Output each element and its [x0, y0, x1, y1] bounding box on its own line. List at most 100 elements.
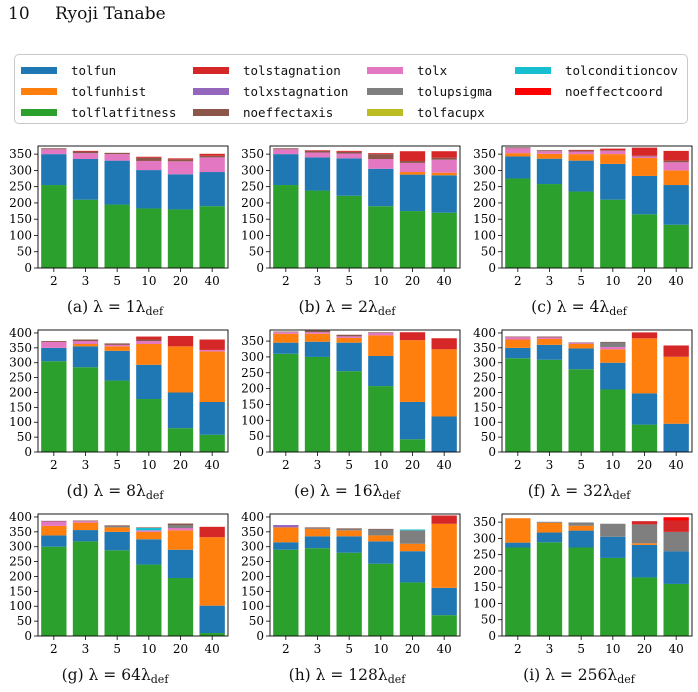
bar-segment-tolflatfitness	[600, 199, 626, 268]
bar-segment-tolflatfitness	[199, 206, 225, 268]
stacked-bar-chart: 2 3 5 10 20 40 0 50 100 150 200 250 300 350	[473, 513, 693, 656]
x-tick-label: 5	[577, 274, 585, 288]
bar-segment-tolfun	[631, 175, 658, 215]
bar-segment-noeffectaxis	[136, 339, 162, 342]
caption-text: (i) λ = 256λ	[523, 666, 618, 684]
bar-segment-tolstagnation	[431, 151, 457, 158]
y-tick-label: 0	[256, 629, 264, 643]
bar-segment-tolfun	[199, 172, 225, 207]
x-tick-label: 40	[437, 274, 452, 288]
bar-segment-tolfun	[600, 536, 626, 558]
bar-segment-tolflatfitness	[104, 380, 130, 452]
bar-segment-tolfun	[136, 364, 162, 400]
bar-segment-tolflatfitness	[104, 550, 130, 636]
bar-segment-tolstagnation	[72, 150, 99, 152]
bar-segment-tolfunhist	[505, 153, 531, 157]
x-tick-label: 3	[314, 274, 322, 288]
bar-segment-tolfun	[273, 342, 299, 354]
bar-segment-tolfunhist	[536, 338, 563, 345]
caption-subscript: def	[609, 305, 627, 318]
y-tick-label: 250	[473, 180, 496, 194]
bar-segment-noeffectaxis	[136, 527, 162, 528]
bar-segment-tolflatfitness	[336, 552, 362, 636]
bar-segment-tolconditioncov	[399, 529, 426, 531]
caption-text: (c) λ = 4λ	[531, 298, 610, 316]
caption-text: (d) λ = 8λ	[66, 482, 146, 500]
legend-swatch	[367, 108, 403, 116]
bar-segment-tolstagnation	[663, 345, 689, 357]
bar-segment-tolfun	[104, 350, 130, 381]
x-tick-label: 5	[345, 458, 353, 472]
bar-segment-tolfun	[431, 416, 457, 452]
bar-segment-tolflatfitness	[568, 369, 594, 452]
y-tick-label: 50	[249, 429, 264, 443]
y-tick-label: 150	[9, 584, 32, 598]
caption-text: (f) λ = 32λ	[527, 482, 613, 500]
bar-segment-tolflatfitness	[273, 353, 299, 452]
caption-text: (h) λ = 128λ	[288, 666, 388, 684]
y-tick-label: 350	[9, 147, 32, 161]
x-tick-label: 10	[141, 642, 156, 656]
bar-segment-tolflatfitness	[136, 399, 162, 452]
y-tick-label: 150	[473, 400, 496, 414]
x-tick-label: 20	[405, 458, 420, 472]
bar-segment-noeffectaxis	[41, 520, 67, 522]
x-tick-label: 2	[514, 642, 522, 656]
y-tick-label: 250	[9, 180, 32, 194]
x-tick-label: 10	[605, 274, 620, 288]
chart-panel: 2 3 5 10 20 40 0 50 100 150 200 250 300 350 400 (d) λ =…	[0, 320, 230, 508]
bar-segment-tolflatfitness	[368, 206, 394, 268]
bar-segment-noeffectaxis	[41, 148, 67, 150]
bar-segment-tolfunhist	[631, 543, 658, 545]
bar-segment-tolx	[505, 337, 531, 340]
legend-item-tolx: tolx	[367, 61, 447, 79]
bar-segment-tolupsigma	[568, 522, 594, 526]
bar-segment-tolx	[199, 157, 225, 173]
y-tick-label: 200	[473, 385, 496, 399]
bar-segment-tolflatfitness	[505, 547, 531, 636]
bar-segment-tolfun	[399, 551, 426, 583]
bar-segment-tolflatfitness	[72, 199, 99, 268]
x-tick-label: 3	[82, 458, 90, 472]
bar-segment-tolx	[136, 160, 162, 171]
bar-segment-tolx	[568, 343, 594, 344]
legend-label: tolfacupx	[417, 104, 485, 120]
bar-segment-tolx	[273, 149, 299, 155]
y-tick-label: 300	[241, 540, 264, 554]
bar-segment-tolfun	[568, 348, 594, 370]
bar-segment-noeffectaxis	[104, 525, 130, 526]
bar-segment-tolfun	[600, 362, 626, 390]
bar-segment-tolfun	[336, 536, 362, 553]
bar-segment-tolx	[368, 332, 394, 336]
caption-subscript: def	[150, 673, 169, 686]
x-tick-label: 20	[173, 458, 188, 472]
bar-segment-tolflatfitness	[568, 191, 594, 268]
y-tick-label: 250	[473, 548, 496, 562]
y-tick-label: 150	[241, 584, 264, 598]
bar-segment-tolstagnation	[568, 149, 594, 151]
x-tick-label: 5	[113, 274, 121, 288]
page-number: 10	[8, 4, 30, 24]
bar-segment-tolupsigma	[304, 527, 331, 529]
bar-segment-tolfun	[167, 549, 194, 578]
y-tick-label: 300	[9, 356, 32, 370]
legend-label: tolfun	[71, 62, 117, 78]
x-tick-label: 3	[82, 642, 90, 656]
bar-segment-tolupsigma	[399, 530, 426, 544]
bar-segment-tolfunhist	[72, 343, 99, 347]
bar-segment-tolx	[600, 150, 626, 155]
bar-segment-tolflatfitness	[505, 178, 531, 268]
y-tick-label: 100	[9, 415, 32, 429]
bar-segment-tolfun	[505, 156, 531, 179]
bar-segment-tolfun	[368, 355, 394, 387]
subfigure-caption: (f) λ = 32λdef	[464, 482, 694, 502]
chart-panel: 2 3 5 10 20 40 0 50 100 150 200 250 300 350 (a) λ = 1λ…	[0, 136, 230, 324]
bar-segment-tolfunhist	[273, 333, 299, 343]
bar-segment-tolflatfitness	[136, 564, 162, 636]
bar-segment-tolfunhist	[304, 528, 331, 537]
bar-segment-tolfun	[72, 530, 99, 542]
legend-item-tolfacupx: tolfacupx	[367, 103, 485, 121]
bar-segment-tolx	[568, 151, 594, 155]
